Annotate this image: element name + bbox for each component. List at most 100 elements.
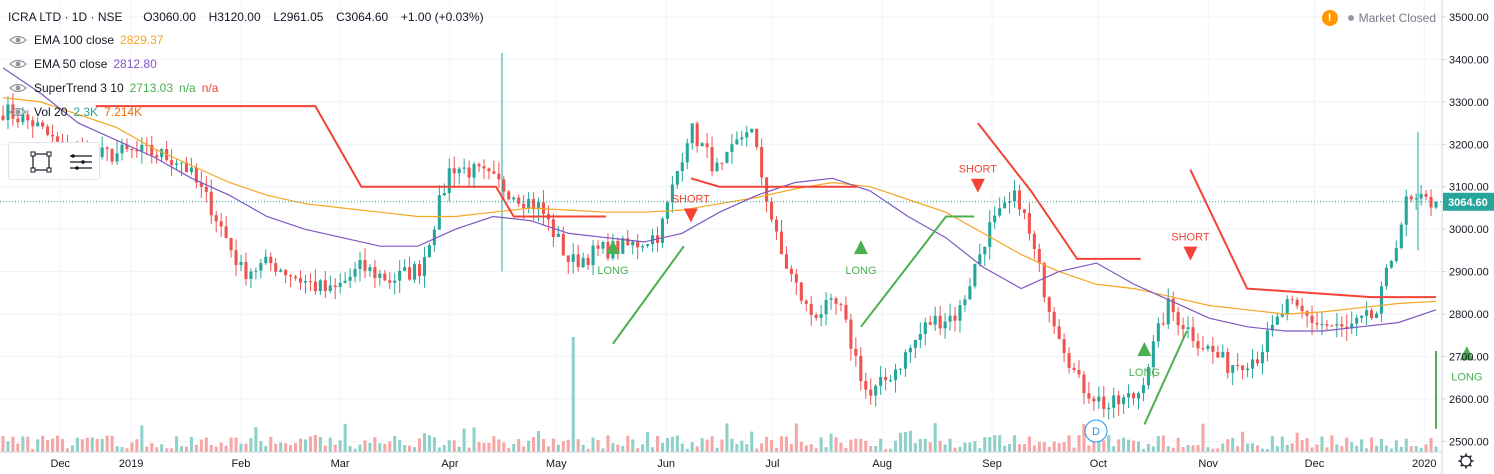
volume-bar xyxy=(80,439,84,452)
candle-body xyxy=(1260,352,1264,364)
volume-bar xyxy=(993,435,997,452)
candle-body xyxy=(1295,299,1299,306)
volume-bar xyxy=(1265,448,1269,452)
volume-bar xyxy=(1231,437,1235,452)
volume-bar xyxy=(918,439,922,452)
volume-bar xyxy=(1003,445,1007,452)
volume-bar xyxy=(1211,448,1215,452)
hamburger-lines-icon[interactable] xyxy=(67,148,95,176)
candle-body xyxy=(284,270,288,276)
volume-bar xyxy=(1047,446,1051,452)
volume-bar xyxy=(854,438,858,452)
volume-bar xyxy=(1389,448,1393,452)
candle-body xyxy=(1062,339,1066,354)
time-tick-label: Jun xyxy=(657,458,675,470)
eye-icon[interactable] xyxy=(8,31,28,49)
dividend-label: D xyxy=(1092,426,1100,438)
volume-bar xyxy=(755,448,759,452)
candle-body xyxy=(363,260,367,271)
volume-bar xyxy=(670,437,674,452)
candle-body xyxy=(849,319,853,349)
volume-bar xyxy=(532,437,536,452)
candle-body xyxy=(998,208,1002,216)
volume-bar xyxy=(115,446,119,452)
candle-body xyxy=(145,144,149,146)
candle-body xyxy=(794,274,798,283)
volume-bar xyxy=(859,438,863,452)
volume-bar xyxy=(1374,445,1379,452)
eye-icon[interactable] xyxy=(8,103,28,121)
candle-body xyxy=(730,144,734,152)
candle-body xyxy=(596,245,600,249)
eye-icon[interactable] xyxy=(8,79,28,97)
candle-body xyxy=(388,280,392,283)
candle-body xyxy=(1300,305,1304,312)
volume-bar xyxy=(829,433,833,452)
volume-bar xyxy=(313,435,317,452)
candle-body xyxy=(988,222,992,247)
volume-bar xyxy=(46,440,50,452)
candle-body xyxy=(1022,209,1026,213)
candle-body xyxy=(824,299,828,315)
candle-body xyxy=(1365,310,1369,316)
long-arrow-icon xyxy=(853,240,868,255)
candle-body xyxy=(16,118,20,123)
candle-body xyxy=(1211,345,1215,352)
volume-bar xyxy=(1156,436,1160,452)
candle-body xyxy=(224,226,228,238)
indicator-ema50[interactable]: EMA 50 close 2812.80 xyxy=(8,54,163,74)
volume-bar xyxy=(621,445,625,452)
indicator-supertrend[interactable]: SuperTrend 3 10 2713.03 n/a n/a xyxy=(8,78,224,98)
gear-icon[interactable] xyxy=(1458,453,1474,469)
candle-body xyxy=(115,153,119,162)
market-status[interactable]: ! Market Closed xyxy=(1321,10,1436,26)
low-value: 2961.05 xyxy=(280,10,324,24)
candle-body xyxy=(933,315,937,325)
candle-body xyxy=(100,147,104,157)
indicator-volume[interactable]: Vol 20 2.3K 7.214K xyxy=(8,102,148,122)
volume-bar xyxy=(70,445,74,452)
warning-icon[interactable]: ! xyxy=(1321,10,1338,26)
volume-bar xyxy=(224,445,228,452)
symbol-name[interactable]: ICRA LTD xyxy=(8,10,62,24)
volume-bar xyxy=(1042,442,1046,452)
volume-bar xyxy=(651,447,655,452)
volume-bar xyxy=(1355,445,1359,452)
gear-tooth xyxy=(1469,464,1472,467)
volume-bar xyxy=(556,444,560,452)
open-label: O xyxy=(143,10,153,24)
volume-bar xyxy=(254,427,258,452)
candle-body xyxy=(690,123,694,144)
volume-bar xyxy=(1424,444,1428,452)
ema50-line xyxy=(2,67,1437,332)
volume-bar xyxy=(1062,442,1066,452)
volume-bar xyxy=(110,435,114,452)
volume-bar xyxy=(1280,436,1284,452)
candle-body xyxy=(353,269,357,277)
candle-body xyxy=(417,264,422,277)
candle-body xyxy=(1414,198,1418,200)
volume-bar xyxy=(1216,448,1220,452)
volume-bar xyxy=(120,447,124,452)
indicator-ema100[interactable]: EMA 100 close 2829.37 xyxy=(8,30,169,50)
volume-bar xyxy=(839,442,843,452)
volume-bar xyxy=(75,437,79,452)
candle-body xyxy=(1057,326,1061,340)
volume-bar xyxy=(398,439,402,452)
eye-icon[interactable] xyxy=(8,55,28,73)
signal-label: SHORT xyxy=(959,164,998,176)
volume-bar xyxy=(289,445,293,452)
candle-body xyxy=(1355,317,1359,324)
signal-short: SHORT xyxy=(1171,232,1210,261)
select-rectangle-icon[interactable] xyxy=(27,148,55,176)
candle-body xyxy=(1335,324,1339,326)
candle-body xyxy=(1360,315,1364,318)
signal-label: SHORT xyxy=(672,193,711,205)
volume-bar xyxy=(566,439,570,452)
candle-body xyxy=(1255,359,1260,364)
volume-bar xyxy=(1399,446,1403,452)
interval-label[interactable]: 1D xyxy=(71,10,88,24)
signal-short: SHORT xyxy=(959,164,998,193)
candle-body xyxy=(1156,323,1160,342)
